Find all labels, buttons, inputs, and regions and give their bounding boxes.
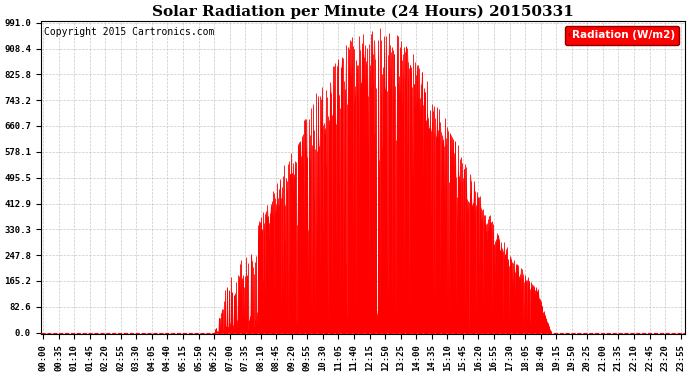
Title: Solar Radiation per Minute (24 Hours) 20150331: Solar Radiation per Minute (24 Hours) 20… — [152, 4, 573, 18]
Legend: Radiation (W/m2): Radiation (W/m2) — [565, 26, 680, 45]
Text: Copyright 2015 Cartronics.com: Copyright 2015 Cartronics.com — [44, 27, 215, 38]
